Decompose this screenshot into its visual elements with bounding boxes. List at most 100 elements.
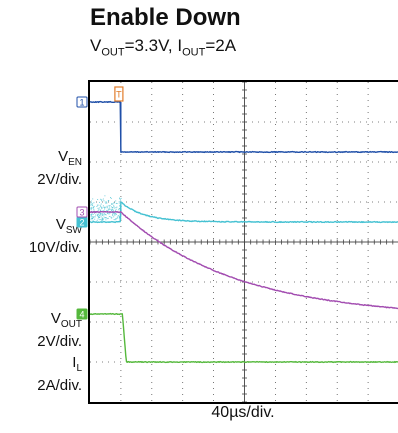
ch2-noise-dot bbox=[102, 210, 104, 212]
ch2-noise-dot bbox=[90, 217, 92, 219]
ch2-noise-dot bbox=[100, 212, 102, 214]
ch2-noise-dot bbox=[98, 212, 100, 214]
ch3-name: V bbox=[50, 310, 61, 327]
ch2-noise-dot bbox=[96, 204, 98, 206]
ch2-noise-dot bbox=[109, 208, 111, 210]
ch2-noise-dot bbox=[90, 214, 92, 216]
ch2-noise-dot bbox=[112, 203, 114, 205]
ch2-noise-dot bbox=[113, 202, 115, 204]
ch2-noise-dot bbox=[100, 218, 102, 220]
ch2-noise-dot bbox=[119, 207, 121, 209]
ch3-name-sub: OUT bbox=[60, 319, 82, 330]
ch2-noise-dot bbox=[99, 219, 101, 221]
ch2-noise-dot bbox=[102, 213, 104, 215]
ch2-noise-dot bbox=[113, 213, 115, 215]
ch2-noise-dot bbox=[91, 212, 93, 214]
ch2-noise-dot bbox=[116, 216, 118, 218]
ch2-marker-label: 2 bbox=[79, 218, 84, 228]
ch2-noise-dot bbox=[120, 212, 122, 214]
ch2-noise-dot bbox=[108, 216, 110, 217]
ch2-noise-dot bbox=[98, 213, 100, 215]
ch2-noise-dot bbox=[104, 208, 106, 210]
ch2-noise-dot bbox=[115, 218, 117, 220]
ch2-noise-dot bbox=[90, 206, 92, 208]
ch2-noise-dot bbox=[100, 198, 102, 200]
subtitle-v-value: =3.3V, bbox=[124, 36, 178, 55]
plot-grid bbox=[89, 81, 398, 403]
ch2-noise-dot bbox=[112, 212, 114, 214]
ch2-noise-dot bbox=[113, 205, 115, 207]
ch2-noise-dot bbox=[102, 217, 104, 219]
ch2-noise-dot bbox=[116, 217, 118, 219]
ch2-noise-dot bbox=[120, 210, 122, 212]
ch2-noise-dot bbox=[102, 206, 104, 208]
ch2-noise-dot bbox=[115, 202, 117, 204]
ch2-noise-dot bbox=[90, 213, 92, 215]
ch2-noise-dot bbox=[113, 209, 114, 211]
ch2-noise-dot bbox=[120, 197, 122, 199]
subtitle-i-value: =2A bbox=[205, 36, 237, 55]
ch2-noise-dot bbox=[104, 213, 106, 215]
ch2-noise-dot bbox=[120, 215, 122, 217]
ch2-noise-dot bbox=[110, 208, 112, 210]
ch2-noise-dot bbox=[108, 205, 110, 207]
subtitle-v: V bbox=[90, 36, 102, 55]
ch2-noise-dot bbox=[120, 208, 122, 209]
ch1-marker-label: 1 bbox=[79, 98, 84, 108]
ch2-noise-dot bbox=[100, 214, 102, 216]
ch4-name: I bbox=[72, 354, 77, 371]
ch2-noise-dot bbox=[103, 200, 105, 202]
ch2-noise-dot bbox=[101, 199, 103, 201]
ch2-noise-dot bbox=[106, 212, 108, 214]
ch2-noise-dot bbox=[94, 218, 96, 220]
ch2-noise-dot bbox=[119, 199, 121, 201]
ch2-noise-dot bbox=[92, 203, 94, 205]
ch2-noise-dot bbox=[105, 202, 107, 204]
ch2-noise-dot bbox=[112, 207, 114, 209]
ch2-noise-dot bbox=[108, 213, 110, 215]
ch2-noise-dot bbox=[97, 215, 99, 217]
plot-traces bbox=[89, 100, 398, 364]
subtitle-i: I bbox=[177, 36, 183, 55]
ch2-noise-dot bbox=[114, 219, 116, 221]
ch2-noise-dot bbox=[114, 207, 116, 209]
ch2-noise-dot bbox=[118, 216, 120, 217]
ch2-noise-dot bbox=[103, 215, 105, 217]
ch2-noise-dot bbox=[91, 207, 93, 209]
ch2-noise-dot bbox=[94, 216, 96, 218]
ch4-name-sub: L bbox=[76, 363, 82, 374]
ch2-noise-dot bbox=[112, 213, 114, 215]
ch2-trace bbox=[89, 201, 398, 224]
ch2-noise-dot bbox=[92, 219, 94, 221]
ch2-noise-dot bbox=[100, 209, 102, 211]
ch2-noise-dot bbox=[93, 202, 95, 204]
ch2-noise-dot bbox=[108, 207, 110, 209]
ch2-noise-dot bbox=[101, 214, 103, 216]
ch2-noise-dot bbox=[118, 217, 120, 219]
ch2-noise-dot bbox=[100, 203, 102, 205]
ch2-noise-dot bbox=[119, 216, 121, 218]
ch2-noise-dot bbox=[111, 210, 113, 212]
ch2-noise-dot bbox=[95, 214, 97, 216]
ch2-noise-dot bbox=[97, 207, 99, 209]
ch2-noise-dot bbox=[113, 219, 115, 221]
ch2-noise-dot bbox=[101, 218, 103, 220]
ch2-noise-dot bbox=[101, 200, 103, 202]
ch2-name-sub: SW bbox=[65, 225, 82, 236]
ch2-noise-dot bbox=[101, 219, 103, 221]
ch2-noise-dot bbox=[92, 198, 94, 200]
ch2-noise-dot bbox=[98, 216, 100, 218]
ch2-noise-dot bbox=[92, 205, 94, 206]
ch2-noise-dot bbox=[91, 204, 93, 205]
ch2-scale: 10V/div. bbox=[28, 239, 82, 256]
ch2-noise-dot bbox=[109, 212, 111, 214]
ch2-noise-dot bbox=[113, 216, 115, 218]
ch2-noise-dot bbox=[106, 201, 107, 203]
ch2-noise-dot bbox=[111, 209, 113, 211]
ch2-noise-dot bbox=[97, 218, 99, 220]
ch2-noise-dot bbox=[98, 208, 100, 210]
ch2-noise-dot bbox=[114, 214, 116, 216]
ch2-noise-dot bbox=[97, 210, 99, 212]
chart-subtitle: VOUT=3.3V, IOUT=2A bbox=[90, 36, 236, 58]
